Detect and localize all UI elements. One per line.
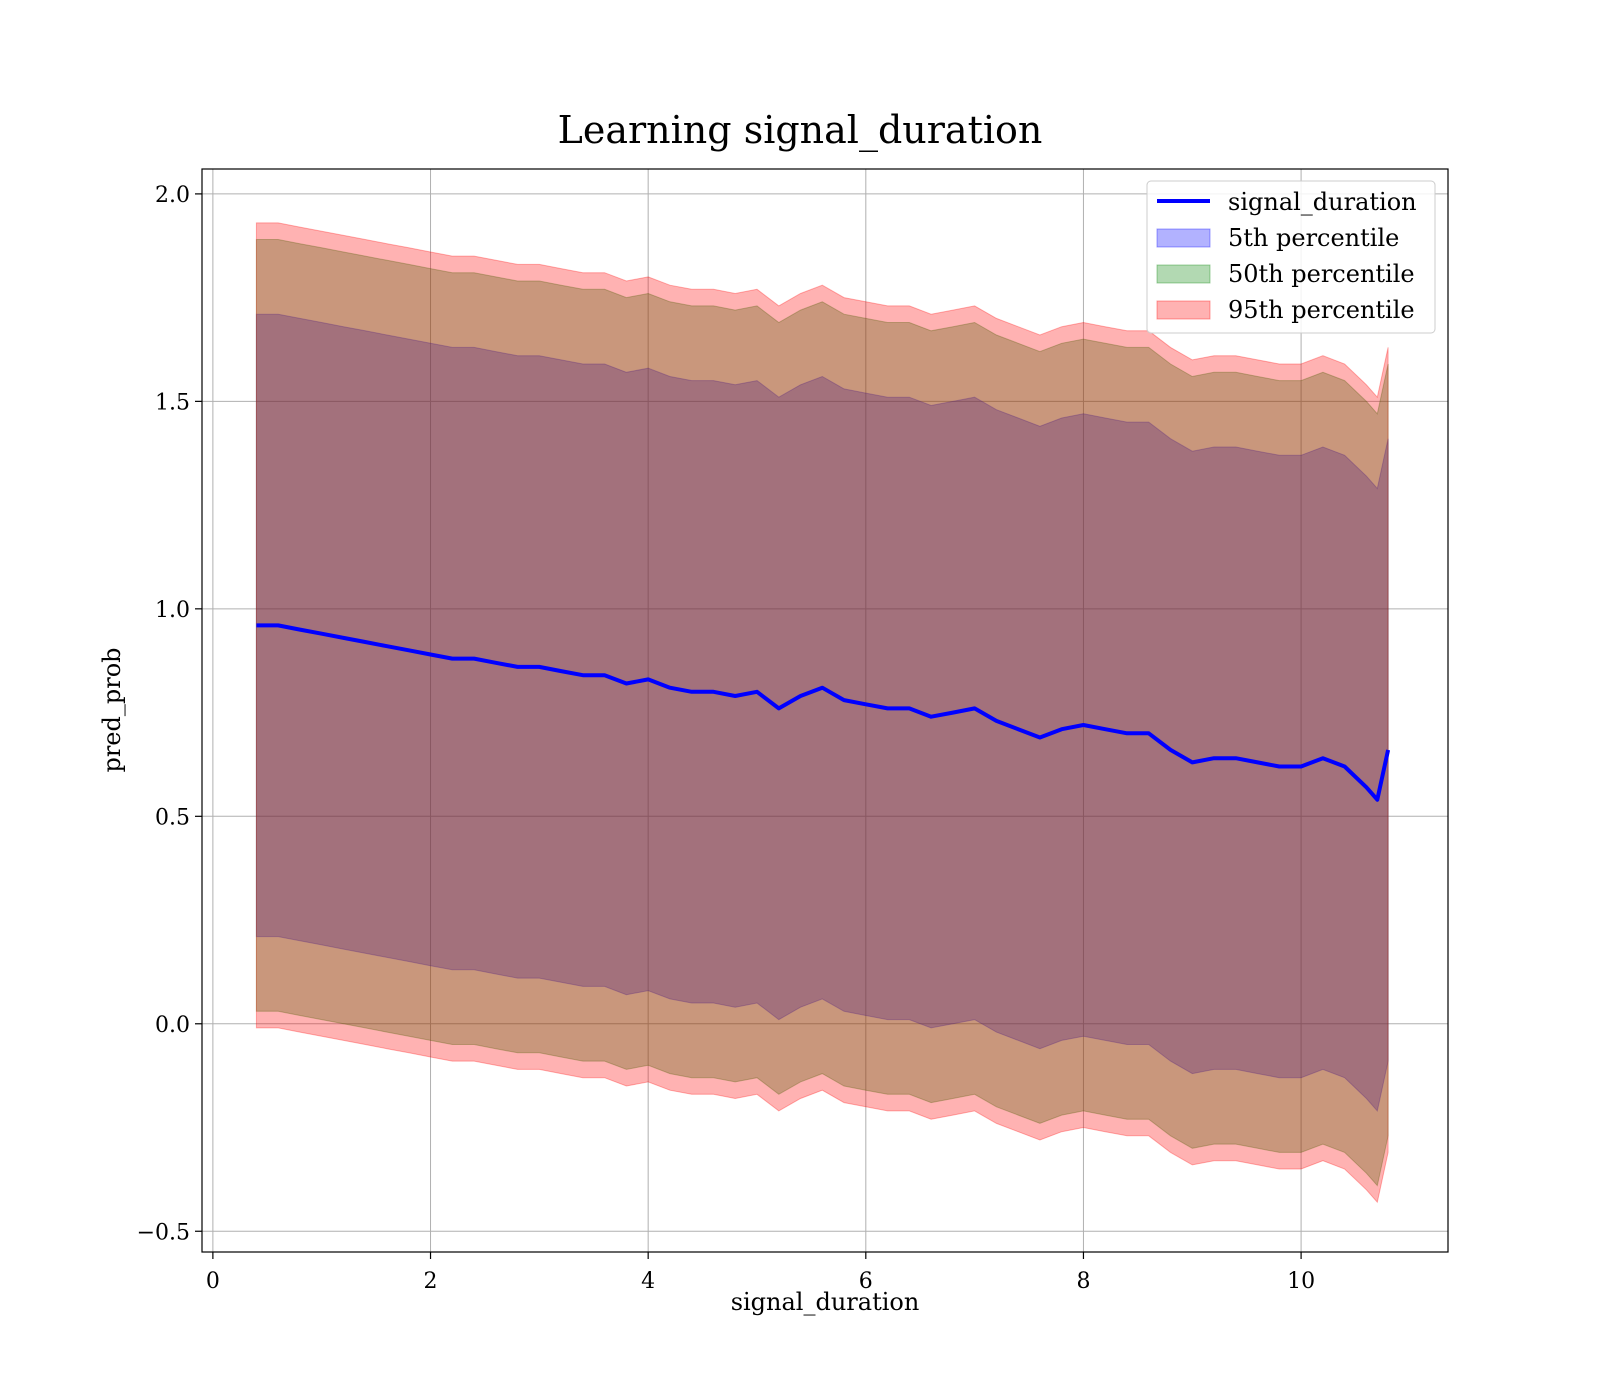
y-tick-label: 0.5 — [155, 805, 190, 830]
legend-label-95th-percentile: 95th percentile — [1228, 296, 1415, 324]
legend-label-5th-percentile: 5th percentile — [1228, 224, 1399, 252]
band-5th-percentile — [255, 313, 1389, 1112]
plot-area — [255, 222, 1391, 1204]
grid — [202, 169, 1448, 1252]
y-tick-label: 1.0 — [155, 598, 190, 623]
band-95th-percentile — [255, 222, 1389, 1204]
x-tick-label: 6 — [859, 1269, 873, 1294]
chart-title: Learning signal_duration — [558, 108, 1043, 153]
y-tick-label: −0.5 — [137, 1220, 190, 1245]
x-axis-label: signal_duration — [731, 1288, 920, 1316]
line-signal-duration — [256, 623, 1391, 802]
y-tick-label: 1.5 — [155, 390, 190, 415]
y-tick-label: 0.0 — [155, 1013, 190, 1038]
legend: signal_duration 5th percentile 50th perc… — [1146, 180, 1436, 334]
legend-label-50th-percentile: 50th percentile — [1228, 260, 1415, 288]
band-50th-percentile — [255, 239, 1389, 1187]
x-tick-label: 2 — [424, 1269, 438, 1294]
x-tick-label: 0 — [206, 1269, 220, 1294]
legend-swatch-50th-percentile — [1156, 264, 1211, 284]
legend-swatch-5th-percentile — [1156, 228, 1211, 248]
x-tick-label: 8 — [1076, 1269, 1090, 1294]
legend-label-signal-duration: signal_duration — [1228, 188, 1417, 216]
legend-swatch-95th-percentile — [1156, 300, 1211, 320]
x-tick-label: 4 — [641, 1269, 655, 1294]
y-tick-label: 2.0 — [155, 183, 190, 208]
axes-frame — [201, 168, 1449, 1253]
axis-ticks: 0 2 4 6 8 10 −0.5 0.0 0.5 1.0 1.5 2.0 — [137, 183, 1316, 1294]
x-tick-label: 10 — [1287, 1269, 1315, 1294]
legend-box — [1146, 180, 1436, 334]
y-axis-label: pred_prob — [98, 647, 126, 772]
